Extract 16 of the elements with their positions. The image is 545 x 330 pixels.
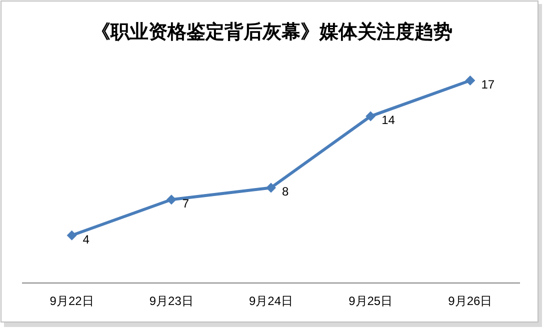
data-label: 4 (82, 232, 90, 246)
data-label: 8 (282, 184, 289, 199)
data-label: 14 (382, 113, 396, 128)
x-tick-label: 9月25日 (348, 294, 393, 308)
data-label: 17 (481, 78, 495, 92)
point (366, 111, 376, 122)
chart-title: 《职业资格鉴定背后灰幕》媒体关注度趋势 (92, 21, 452, 43)
point (166, 194, 176, 205)
point (66, 230, 77, 240)
x-tick-label: 9月26日 (448, 294, 492, 308)
point (465, 76, 476, 86)
x-tick-label: 9月24日 (248, 294, 294, 308)
x-tick-label: 9月22日 (50, 294, 94, 308)
point (266, 182, 276, 193)
data-label: 7 (182, 196, 190, 211)
x-tick-label: 9月23日 (149, 294, 194, 308)
